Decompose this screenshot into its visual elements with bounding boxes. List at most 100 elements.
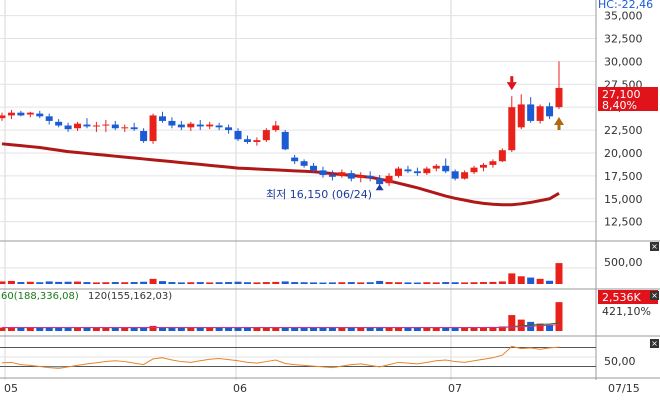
- turnover-bar: [385, 327, 393, 331]
- candle-body: [479, 164, 487, 168]
- candle: [272, 120, 280, 132]
- up-arrow-icon: [554, 117, 564, 126]
- oscillator-close-icon[interactable]: ×: [650, 339, 659, 348]
- turnover-bar: [45, 327, 53, 331]
- candle-body: [319, 170, 327, 175]
- turnover-bar: [347, 327, 355, 331]
- candle: [404, 165, 412, 174]
- turnover-bar: [310, 327, 318, 331]
- volume-bar: [376, 280, 384, 284]
- turnover-bar: [404, 327, 412, 331]
- candle: [366, 171, 374, 182]
- candle-body: [310, 165, 318, 171]
- turnover-bar: [479, 327, 487, 331]
- turnover-bar: [102, 327, 110, 331]
- volume-bar: [281, 281, 289, 284]
- candle-body: [140, 130, 148, 142]
- volume-bar: [423, 282, 431, 284]
- candle: [536, 104, 544, 124]
- candle-body: [395, 168, 403, 176]
- turnover-bar: [0, 327, 6, 331]
- volume-close-icon[interactable]: ×: [650, 242, 659, 251]
- turnover-bar: [489, 327, 497, 331]
- candle: [338, 169, 346, 178]
- candle: [102, 120, 110, 132]
- volume-bar: [328, 282, 336, 284]
- candle: [243, 135, 251, 144]
- candle-body: [215, 125, 223, 128]
- candle: [262, 128, 270, 142]
- candle-body: [253, 140, 261, 142]
- candle: [130, 122, 138, 131]
- candle: [140, 128, 148, 143]
- candle-body: [17, 112, 25, 116]
- volume-bar: [168, 282, 176, 284]
- volume-bar: [489, 281, 497, 284]
- candle-body: [517, 104, 525, 128]
- candle: [187, 121, 195, 131]
- price-axis: 35,00032,50030,00027,50025,00022,50020,0…: [604, 10, 643, 229]
- turnover-value-tag: 2,536K: [598, 290, 658, 304]
- low-marker-icon: [375, 184, 384, 191]
- volume-bar: [442, 282, 450, 284]
- current-price-value: 27,100: [602, 88, 641, 101]
- price-tick-label: 20,000: [604, 147, 643, 160]
- turnover-bar: [26, 327, 34, 331]
- turnover-bar: [300, 327, 308, 331]
- osc-fill: [53, 366, 64, 369]
- candle-body: [64, 125, 72, 130]
- x-label-06: 06: [233, 382, 247, 395]
- candle-body: [508, 107, 516, 151]
- candle: [74, 121, 82, 131]
- candle-body: [74, 123, 82, 129]
- candle: [328, 170, 336, 181]
- volume-bar: [310, 282, 318, 284]
- candle-body: [225, 127, 233, 131]
- candle-body: [338, 172, 346, 176]
- turnover-bar: [130, 327, 138, 331]
- candle: [508, 96, 516, 153]
- turnover-bar: [338, 327, 346, 331]
- volume-bar: [404, 282, 412, 284]
- turnover-bar: [517, 319, 525, 331]
- turnover-bar: [243, 327, 251, 331]
- volume-bar: [470, 282, 478, 284]
- volume-bar: [215, 282, 223, 284]
- volume-bar: [517, 276, 525, 284]
- price-tick-label: 12,500: [604, 216, 643, 229]
- volume-bar: [234, 281, 242, 284]
- turnover-bar: [206, 327, 214, 331]
- oscillator-line: [1, 345, 560, 369]
- turnover-bar: [395, 327, 403, 331]
- turnover-bar: [196, 327, 204, 331]
- candle-body: [451, 171, 459, 179]
- volume-bar: [555, 263, 563, 284]
- grid-lines: [0, 0, 596, 380]
- current-price-tag: 27,100 8,40%: [598, 87, 658, 112]
- turnover-close-icon[interactable]: ×: [650, 291, 659, 300]
- turnover-bar: [442, 327, 450, 331]
- volume-bar: [74, 281, 82, 284]
- candle: [291, 154, 299, 164]
- candle: [253, 137, 261, 146]
- candle: [498, 148, 506, 163]
- turnover-bar: [432, 327, 440, 331]
- candle-body: [546, 106, 554, 117]
- turnover-bar: [376, 327, 384, 331]
- volume-bar: [17, 282, 25, 284]
- volume-bar: [83, 282, 91, 284]
- turnover-bar: [215, 327, 223, 331]
- current-price-change: 8,40%: [602, 99, 637, 112]
- volume-bar: [498, 281, 506, 284]
- volume-bar: [149, 278, 157, 284]
- candle-body: [102, 124, 110, 126]
- volume-bar: [36, 282, 44, 284]
- candle-body: [470, 167, 478, 173]
- candle: [546, 102, 554, 120]
- low-annotation: 최저 16,150 (06/24): [266, 188, 372, 201]
- turnover-bar: [83, 327, 91, 331]
- turnover-bar: [149, 325, 157, 331]
- turnover-bar: [470, 327, 478, 331]
- candle: [225, 124, 233, 134]
